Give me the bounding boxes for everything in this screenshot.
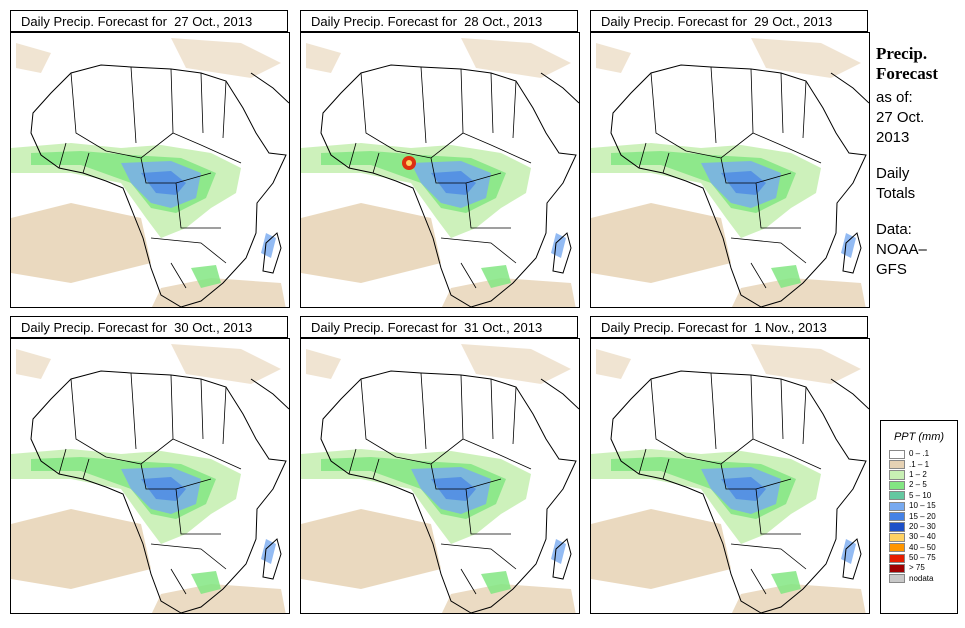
legend-swatch [889, 543, 905, 553]
asof-year: 2013 [876, 129, 910, 146]
period-label-1: Daily [876, 165, 910, 182]
legend-label: 2 – 5 [909, 480, 927, 490]
legend-swatch [889, 480, 905, 490]
panel-title: Daily Precip. Forecast for 27 Oct., 2013 [10, 10, 288, 32]
forecast-panel-4: Daily Precip. Forecast for 30 Oct., 2013 [10, 316, 290, 614]
legend-item: 0 – .1 [889, 449, 957, 459]
legend-swatch [889, 522, 905, 532]
forecast-panel-2: Daily Precip. Forecast for 28 Oct., 2013 [300, 10, 580, 308]
legend-item: 5 – 10 [889, 491, 957, 501]
legend-label: 50 – 75 [909, 553, 936, 563]
legend-label: .1 – 1 [909, 459, 930, 469]
legend-label: 5 – 10 [909, 490, 932, 500]
legend-swatch [889, 511, 905, 522]
legend-label: 40 – 50 [909, 542, 936, 552]
precip-map [10, 338, 290, 614]
panel-title: Daily Precip. Forecast for 1 Nov., 2013 [590, 316, 868, 338]
period-label-2: Totals [876, 185, 916, 202]
legend-swatch [889, 491, 905, 501]
legend-label: 0 – .1 [909, 449, 930, 459]
legend-item: nodata [889, 574, 957, 584]
legend-label: 20 – 30 [909, 521, 936, 531]
legend-swatch [889, 470, 905, 480]
legend-label: 1 – 2 [909, 469, 927, 479]
legend-item: 30 – 40 [889, 532, 957, 542]
legend-item: > 75 [889, 563, 957, 574]
forecast-panel-3: Daily Precip. Forecast for 29 Oct., 2013 [590, 10, 870, 308]
legend-swatch [889, 459, 905, 470]
sidebar: Precip. Forecast as of: 27 Oct. 2013 Dai… [876, 44, 962, 280]
legend-label: 10 – 15 [909, 501, 936, 511]
legend-item: 50 – 75 [889, 553, 957, 563]
source-label-3: GFS [876, 261, 907, 278]
legend-label: > 75 [909, 563, 925, 573]
legend-swatch [889, 532, 905, 542]
precip-map [300, 338, 580, 614]
legend-swatch [889, 574, 905, 584]
legend-item: 1 – 2 [889, 470, 957, 480]
legend-swatch [889, 553, 905, 563]
precip-map [300, 32, 580, 308]
legend-swatch [889, 563, 905, 574]
legend-item: 15 – 20 [889, 511, 957, 522]
legend-label: 15 – 20 [909, 511, 936, 521]
legend-item: 20 – 30 [889, 522, 957, 532]
legend-swatch [889, 449, 905, 459]
precip-map [590, 32, 870, 308]
precip-map [10, 32, 290, 308]
forecast-panel-1: Daily Precip. Forecast for 27 Oct., 2013 [10, 10, 290, 308]
legend-label: 30 – 40 [909, 532, 936, 542]
forecast-panel-5: Daily Precip. Forecast for 31 Oct., 2013 [300, 316, 580, 614]
legend-item: 40 – 50 [889, 543, 957, 553]
legend-swatch [889, 501, 905, 511]
panel-title: Daily Precip. Forecast for 28 Oct., 2013 [300, 10, 578, 32]
legend-label: nodata [909, 573, 934, 583]
panel-title: Daily Precip. Forecast for 30 Oct., 2013 [10, 316, 288, 338]
legend-item: 10 – 15 [889, 501, 957, 511]
source-label-1: Data: [876, 221, 912, 238]
asof-date: 27 Oct. [876, 109, 925, 126]
precip-map [590, 338, 870, 614]
sidebar-heading-1: Precip. [876, 44, 928, 63]
panel-title: Daily Precip. Forecast for 29 Oct., 2013 [590, 10, 868, 32]
source-label-2: NOAA– [876, 241, 927, 258]
sidebar-heading-2: Forecast [876, 64, 938, 83]
legend-item: .1 – 1 [889, 459, 957, 470]
legend-item: 2 – 5 [889, 480, 957, 490]
forecast-panel-6: Daily Precip. Forecast for 1 Nov., 2013 [590, 316, 870, 614]
asof-label: as of: [876, 89, 913, 106]
panel-title: Daily Precip. Forecast for 31 Oct., 2013 [300, 316, 578, 338]
legend-title: PPT (mm) [893, 431, 945, 443]
